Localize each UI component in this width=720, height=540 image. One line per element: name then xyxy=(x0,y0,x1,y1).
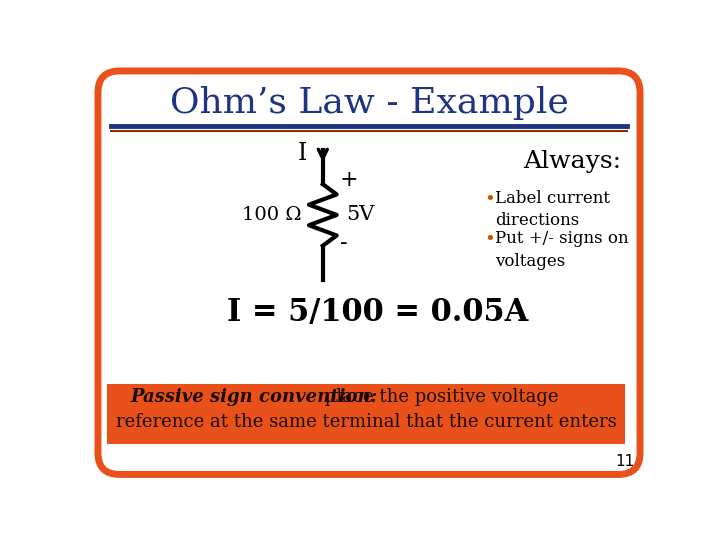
Text: place the positive voltage: place the positive voltage xyxy=(319,388,559,407)
Text: 5V: 5V xyxy=(346,205,374,225)
Text: Put +/- signs on
voltages: Put +/- signs on voltages xyxy=(495,231,629,269)
Text: 100 Ω: 100 Ω xyxy=(242,206,301,224)
Text: Ohm’s Law - Example: Ohm’s Law - Example xyxy=(170,86,568,120)
Text: Always:: Always: xyxy=(523,150,621,173)
Text: •: • xyxy=(485,190,495,207)
Text: -: - xyxy=(340,232,347,254)
Text: 11: 11 xyxy=(616,454,634,469)
FancyBboxPatch shape xyxy=(107,383,625,444)
Text: reference at the same terminal that the current enters: reference at the same terminal that the … xyxy=(115,413,616,431)
FancyBboxPatch shape xyxy=(98,71,640,475)
Text: •: • xyxy=(485,231,495,248)
Text: +: + xyxy=(340,170,359,191)
Text: Passive sign convention:: Passive sign convention: xyxy=(130,388,377,407)
Text: Label current
directions: Label current directions xyxy=(495,190,611,229)
Text: I: I xyxy=(298,142,307,165)
Text: I = 5/100 = 0.05A: I = 5/100 = 0.05A xyxy=(227,297,528,328)
